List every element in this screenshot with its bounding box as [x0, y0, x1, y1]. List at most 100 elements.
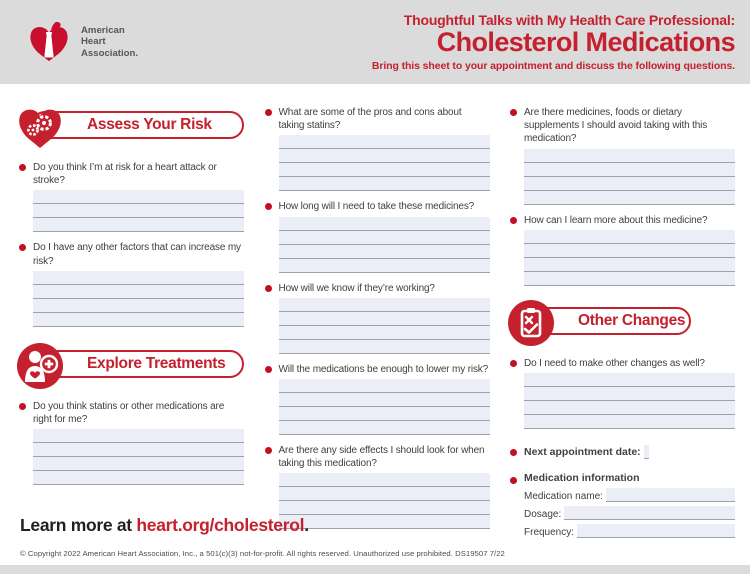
answer-line	[524, 414, 735, 429]
aha-logo-text: American Heart Association.	[81, 25, 138, 58]
answer-line	[278, 339, 490, 354]
question-text: Do I need to make other changes as well?	[524, 357, 705, 369]
section-assess-your-risk: Assess Your Risk	[15, 102, 244, 152]
answer-line	[278, 325, 490, 340]
bullet-icon	[19, 244, 26, 252]
answer-line	[33, 471, 244, 486]
question: How will we know if they’re working?	[261, 282, 490, 295]
aha-logo: American Heart Association.	[26, 19, 138, 65]
question-text: Do you think I’m at risk for a heart att…	[33, 162, 217, 187]
bullet-icon	[510, 109, 517, 116]
column-2: What are some of the pros and cons about…	[261, 84, 490, 538]
answer-line	[524, 243, 735, 258]
question-text: Do I have any other factors that can inc…	[33, 242, 241, 267]
answer-lines	[524, 372, 735, 429]
question-block: What are some of the pros and cons about…	[261, 106, 490, 192]
question-text: How will we know if they’re working?	[278, 282, 435, 294]
answer-lines	[278, 378, 490, 435]
section-pill: Explore Treatments	[31, 349, 244, 378]
answer-line	[33, 284, 244, 299]
section-explore-treatments: Explore Treatments	[15, 341, 244, 391]
page-title: Cholesterol Medications	[436, 26, 736, 57]
answer-line	[278, 149, 490, 164]
person-medical-cross-icon	[17, 342, 63, 389]
question: Are there medicines, foods or dietary su…	[506, 106, 735, 146]
question-block: Are there medicines, foods or dietary su…	[506, 106, 735, 205]
answer-lines	[33, 190, 244, 233]
answer-lines	[33, 270, 244, 327]
medication-name-write-line	[605, 488, 735, 503]
answer-lines	[33, 429, 244, 486]
bullet-icon	[510, 448, 517, 456]
answer-line	[278, 473, 490, 488]
next-appointment-label: Next appointment date:	[524, 446, 641, 459]
answer-line	[278, 230, 490, 245]
header-tagline: Bring this sheet to your appointment and…	[371, 60, 735, 73]
answer-lines	[278, 135, 490, 192]
bullet-icon	[510, 216, 517, 224]
frequency-write-line	[577, 524, 735, 539]
bullet-icon	[19, 402, 26, 410]
cholesterol-link[interactable]: heart.org/cholesterol	[136, 515, 305, 535]
question-text: Are there any side effects I should look…	[278, 444, 485, 470]
answer-lines	[278, 473, 490, 530]
answer-line	[33, 218, 244, 233]
answer-line	[278, 216, 490, 231]
section-label: Other Changes	[578, 311, 686, 329]
question-block: How can I learn more about this medicine…	[506, 214, 735, 286]
answer-line	[278, 163, 490, 178]
bullet-icon	[264, 446, 272, 454]
answer-line	[278, 297, 490, 312]
learn-more-prefix: Learn more at	[20, 515, 137, 535]
answer-line	[524, 229, 735, 244]
question-text: Are there medicines, foods or dietary su…	[524, 107, 708, 145]
answer-line	[524, 386, 735, 401]
answer-line	[524, 257, 735, 272]
logo-line: Association.	[81, 47, 139, 59]
answer-line	[524, 400, 735, 415]
medication-name-row: Medication name:	[524, 488, 735, 503]
bullet-icon	[264, 109, 272, 116]
answer-line	[278, 244, 490, 259]
clipboard-check-icon	[508, 299, 554, 346]
answer-line	[33, 270, 244, 285]
question-text: Do you think statins or other medication…	[33, 400, 225, 425]
answer-line	[278, 392, 490, 407]
logo-line: American	[81, 25, 125, 37]
question-block: Are there any side effects I should look…	[261, 444, 490, 530]
logo-line: Heart	[81, 36, 106, 48]
answer-line	[33, 298, 244, 313]
answer-line	[33, 443, 244, 458]
question: Do you think statins or other medication…	[15, 400, 244, 426]
medication-info-label: Medication information	[524, 471, 640, 484]
question-block: Do I need to make other changes as well?	[506, 357, 735, 429]
header-kicker: Thoughtful Talks with My Health Care Pro…	[403, 11, 735, 28]
answer-line	[33, 457, 244, 472]
bottom-gray-band	[0, 565, 750, 574]
question-block: How long will I need to take these medic…	[261, 200, 490, 273]
answer-lines	[278, 297, 490, 354]
answer-line	[524, 148, 735, 163]
answer-line	[278, 501, 490, 516]
answer-line	[33, 204, 244, 219]
question: Do I need to make other changes as well?	[506, 357, 735, 370]
column-1: Assess Your Risk Do you think I’m at ris…	[15, 84, 244, 538]
medication-name-label: Medication name:	[524, 491, 603, 503]
medication-info-header: Medication information	[506, 471, 735, 485]
frequency-row: Frequency:	[524, 524, 735, 539]
bullet-icon	[264, 203, 272, 211]
bullet-icon	[510, 359, 517, 367]
column-3: Are there medicines, foods or dietary su…	[506, 84, 735, 539]
question-block: How will we know if they’re working?	[261, 282, 490, 354]
question-text: How long will I need to take these medic…	[278, 201, 475, 213]
section-label: Assess Your Risk	[87, 116, 212, 133]
answer-line	[524, 176, 735, 191]
next-appointment-row: Next appointment date:	[506, 444, 735, 459]
copyright-text: © Copyright 2022 American Heart Associat…	[20, 549, 505, 558]
answer-line	[278, 515, 490, 530]
question-text: How can I learn more about this medicine…	[524, 214, 708, 226]
question-text: Will the medications be enough to lower …	[278, 363, 489, 375]
learn-more-suffix: .	[304, 515, 309, 535]
answer-line	[33, 429, 244, 444]
bullet-icon	[510, 476, 517, 484]
